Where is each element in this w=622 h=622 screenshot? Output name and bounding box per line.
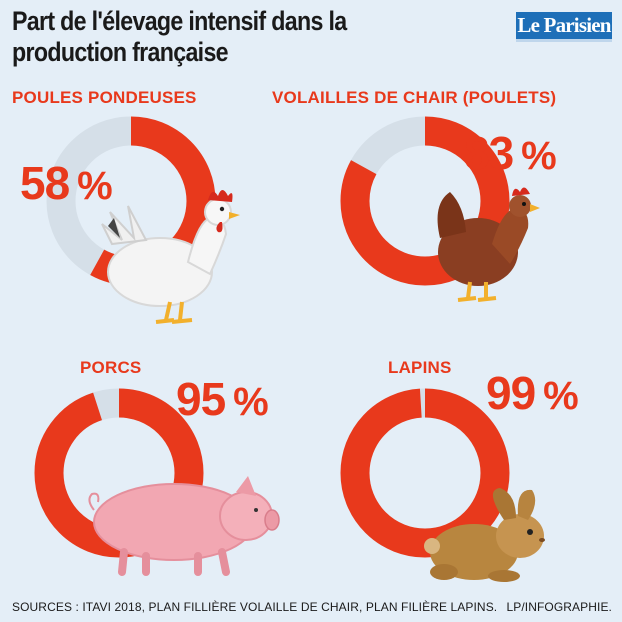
le-parisien-logo: Le Parisien — [516, 12, 612, 42]
percentage-porcs: 95% — [176, 373, 269, 425]
donut-arc-value — [340, 116, 510, 286]
credit-text: LP/INFOGRAPHIE. — [506, 600, 612, 614]
chart-label-poules-pondeuses: POULES PONDEUSES — [12, 88, 197, 107]
value-label: 83 — [464, 127, 514, 179]
percentage-volailles-de-chair: 83% — [464, 127, 557, 179]
pig-icon — [88, 476, 280, 576]
chart-label-porcs: PORCS — [80, 358, 142, 377]
chart-label-lapins: LAPINS — [388, 358, 452, 377]
percentage-poules-pondeuses: 58% — [20, 157, 113, 209]
percent-sign: % — [543, 374, 579, 418]
rabbit-icon — [424, 488, 545, 582]
percentage-lapins: 99% — [486, 367, 579, 419]
hen-icon — [101, 190, 240, 324]
source-footer: SOURCES : ITAVI 2018, PLAN FILLIÈRE VOLA… — [12, 600, 612, 614]
percent-sign: % — [233, 380, 269, 424]
page-title: Part de l'élevage intensif dans la produ… — [12, 6, 347, 67]
value-label: 58 — [20, 157, 70, 209]
source-text: SOURCES : ITAVI 2018, PLAN FILLIÈRE VOLA… — [12, 600, 498, 614]
brown-chicken-icon — [437, 187, 540, 302]
value-label: 95 — [176, 373, 226, 425]
donut-chart-volailles-de-chair — [340, 116, 510, 286]
value-label: 99 — [486, 367, 536, 419]
percent-sign: % — [77, 164, 113, 208]
percent-sign: % — [521, 134, 557, 178]
chart-label-volailles-de-chair: VOLAILLES DE CHAIR (POULETS) — [272, 88, 557, 107]
